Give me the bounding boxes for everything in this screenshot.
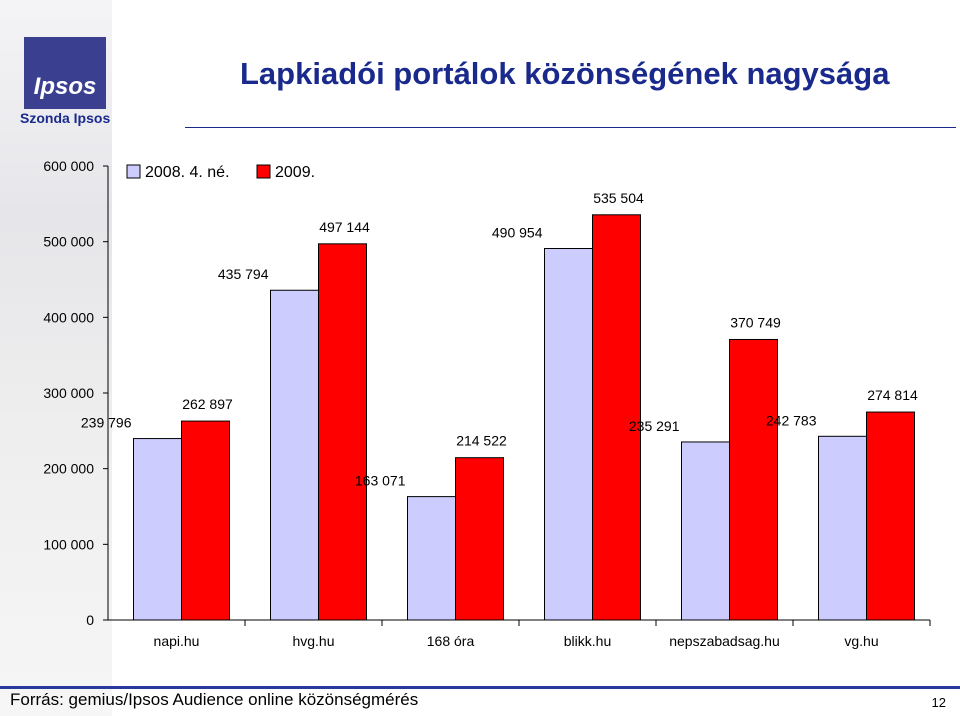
data-label: 490 954 — [492, 225, 543, 241]
data-label: 262 897 — [182, 396, 233, 412]
data-label: 497 144 — [319, 219, 370, 235]
sidebar-background — [0, 0, 112, 716]
data-label: 370 749 — [730, 314, 781, 330]
data-label: 535 504 — [593, 190, 644, 206]
x-tick-label: 168 óra — [427, 633, 475, 649]
y-tick-label: 300 000 — [43, 385, 94, 401]
legend-label: 2009. — [275, 164, 315, 181]
x-tick-label: hvg.hu — [292, 633, 334, 649]
bar — [133, 438, 182, 621]
y-tick-label: 100 000 — [43, 536, 94, 552]
y-tick-label: 400 000 — [43, 309, 94, 325]
ipsos-logo: Ipsos — [24, 37, 106, 109]
logo-text: Ipsos — [33, 73, 97, 100]
data-label: 274 814 — [867, 387, 918, 403]
data-label: 242 783 — [766, 412, 817, 428]
page-title: Lapkiadói portálok közönségének nagysága — [240, 56, 890, 91]
footer-divider — [0, 686, 960, 689]
x-tick-label: vg.hu — [844, 633, 878, 649]
bar — [818, 435, 867, 621]
data-label: 163 071 — [355, 473, 406, 489]
page-number: 12 — [931, 695, 946, 710]
bar — [181, 420, 230, 621]
bar — [407, 496, 456, 621]
bar — [455, 457, 504, 621]
bar — [318, 243, 367, 621]
y-tick-label: 0 — [86, 612, 94, 628]
data-label: 239 796 — [81, 415, 132, 431]
legend-swatch — [256, 164, 271, 179]
x-tick-label: napi.hu — [154, 633, 200, 649]
title-underline — [185, 127, 956, 128]
y-tick-label: 600 000 — [43, 158, 94, 174]
data-label: 435 794 — [218, 266, 269, 282]
bar — [729, 338, 778, 621]
bar — [592, 214, 641, 621]
data-label: 235 291 — [629, 418, 680, 434]
bar — [270, 289, 319, 621]
x-tick-label: nepszabadsag.hu — [669, 633, 780, 649]
x-tick-label: blikk.hu — [564, 633, 611, 649]
legend-swatch — [126, 164, 141, 179]
data-label: 214 522 — [456, 433, 507, 449]
y-tick-label: 200 000 — [43, 461, 94, 477]
bar — [544, 248, 593, 621]
bar — [866, 411, 915, 621]
brand-name: Szonda Ipsos — [20, 110, 111, 126]
source-note: Forrás: gemius/Ipsos Audience online köz… — [10, 690, 419, 709]
legend-label: 2008. 4. né. — [145, 164, 230, 181]
y-tick-label: 500 000 — [43, 234, 94, 250]
bar — [681, 441, 730, 621]
